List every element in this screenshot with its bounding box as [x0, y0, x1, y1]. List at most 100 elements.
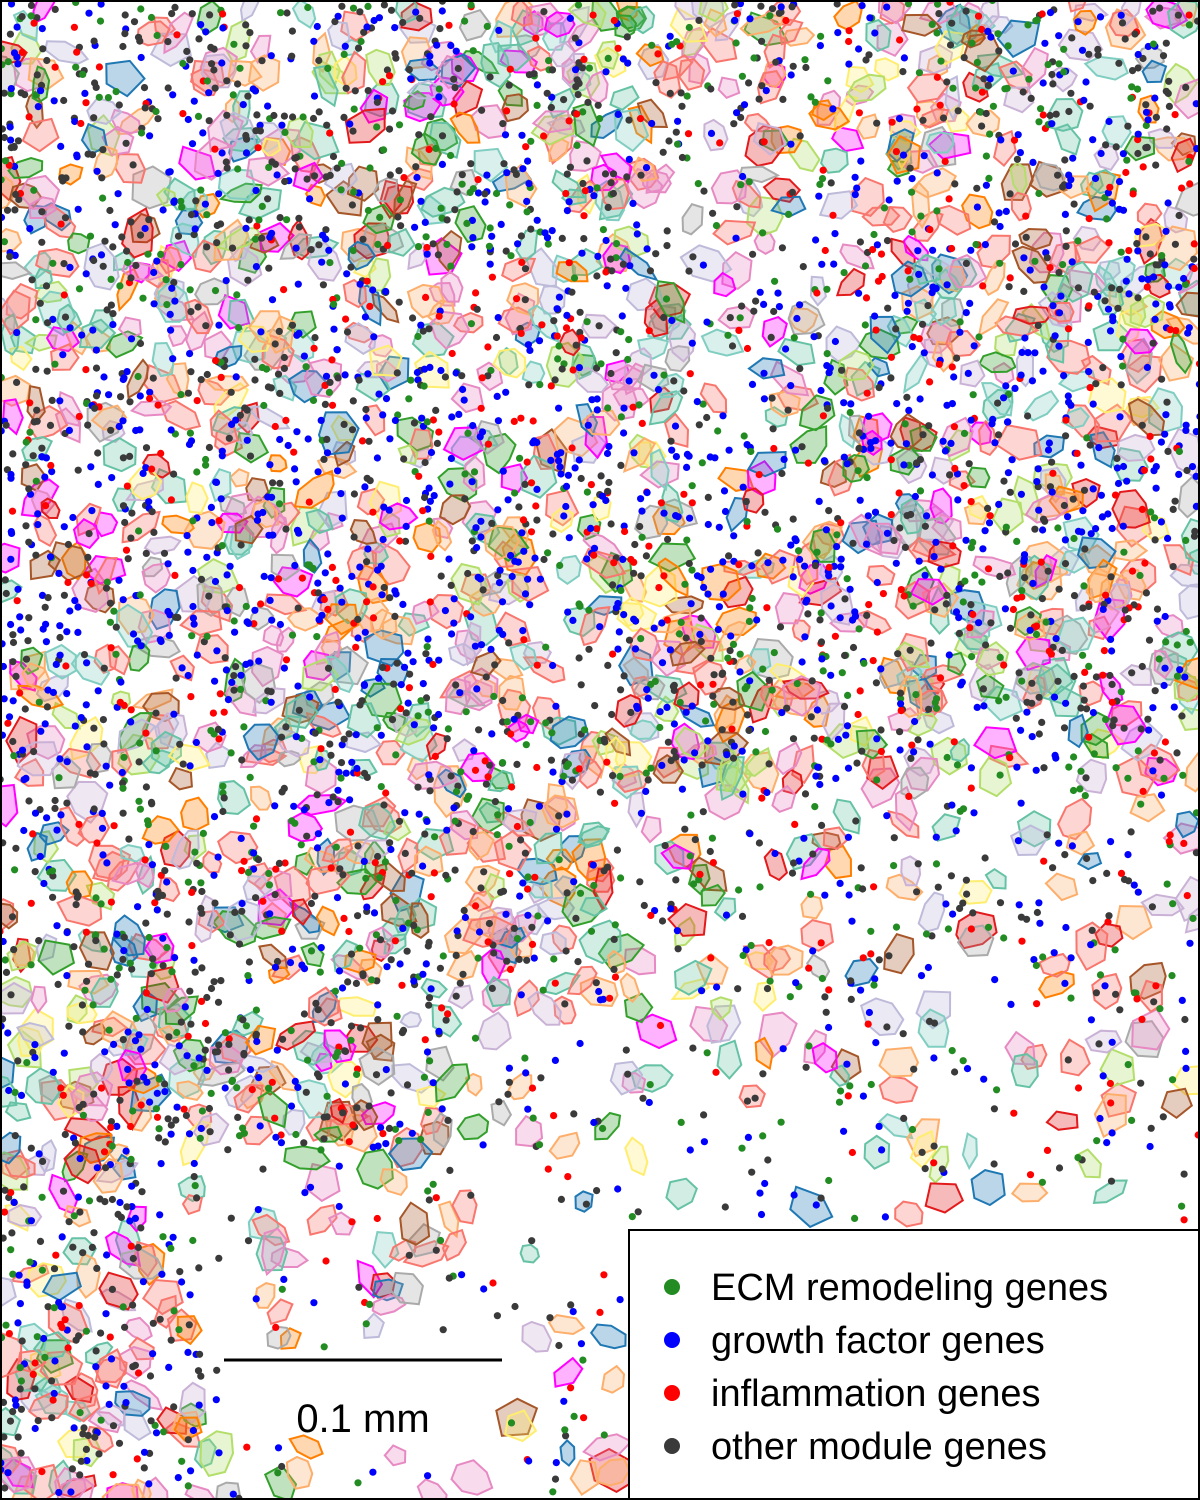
transcript-dot-other	[99, 262, 107, 270]
transcript-dot-growth	[1182, 1047, 1190, 1055]
transcript-dot-growth	[949, 910, 957, 918]
transcript-dot-growth	[1153, 617, 1161, 625]
transcript-dot-growth	[576, 1039, 584, 1048]
transcript-dot-growth	[1117, 353, 1125, 361]
transcript-dot-growth	[1078, 528, 1086, 536]
transcript-dot-other	[582, 1200, 591, 1208]
transcript-dot-ecm	[203, 211, 211, 219]
transcript-dot-inflammation	[332, 576, 340, 585]
transcript-dot-growth	[1004, 469, 1013, 477]
transcript-dot-other	[109, 1422, 118, 1430]
transcript-dot-ecm	[961, 577, 969, 585]
transcript-dot-ecm	[1059, 261, 1067, 269]
transcript-dot-growth	[57, 142, 65, 150]
transcript-dot-growth	[549, 768, 557, 776]
transcript-dot-other	[914, 736, 922, 744]
transcript-dot-ecm	[144, 250, 152, 258]
transcript-dot-growth	[430, 492, 438, 500]
transcript-dot-inflammation	[562, 324, 571, 332]
transcript-dot-ecm	[1103, 215, 1111, 223]
transcript-dot-growth	[69, 513, 77, 522]
transcript-dot-other	[853, 759, 861, 767]
transcript-dot-other	[540, 555, 548, 564]
cell-outline	[0, 1055, 16, 1090]
cell-outline	[902, 352, 929, 394]
transcript-dot-inflammation	[913, 105, 921, 113]
cell-outline	[971, 62, 1004, 91]
transcript-dot-other	[1011, 240, 1020, 248]
transcript-dot-growth	[995, 209, 1003, 217]
transcript-dot-other	[118, 233, 126, 241]
transcript-dot-growth	[834, 735, 843, 744]
transcript-dot-growth	[843, 460, 851, 468]
transcript-dot-ecm	[85, 1197, 94, 1205]
transcript-dot-growth	[153, 257, 161, 265]
transcript-dot-growth	[827, 671, 835, 679]
transcript-dot-other	[563, 170, 571, 178]
transcript-dot-growth	[916, 395, 924, 403]
transcript-dot-ecm	[675, 630, 684, 638]
transcript-dot-inflammation	[1033, 622, 1041, 630]
transcript-dot-ecm	[152, 107, 160, 116]
transcript-dot-growth	[1116, 413, 1124, 421]
transcript-dot-other	[288, 52, 296, 60]
cell-outline	[754, 552, 787, 580]
transcript-dot-growth	[866, 14, 874, 22]
transcript-dot-other	[149, 955, 157, 963]
transcript-dot-ecm	[464, 429, 472, 437]
transcript-dot-other	[246, 28, 254, 37]
cell-outline	[1165, 316, 1200, 345]
cell-outline	[574, 366, 610, 394]
transcript-dot-growth	[711, 454, 719, 462]
transcript-dot-ecm	[1123, 156, 1131, 164]
transcript-dot-other	[124, 555, 132, 563]
transcript-dot-other	[397, 222, 405, 230]
transcript-dot-other	[1035, 730, 1043, 738]
transcript-dot-other	[323, 121, 331, 129]
cell-outline	[978, 351, 1017, 374]
transcript-dot-growth	[654, 386, 663, 394]
transcript-dot-growth	[190, 620, 198, 628]
transcript-dot-other	[453, 188, 461, 196]
transcript-dot-growth	[782, 345, 790, 353]
transcript-dot-other	[918, 320, 927, 328]
transcript-dot-other	[288, 321, 297, 329]
transcript-dot-growth	[53, 826, 61, 834]
transcript-dot-growth	[535, 802, 544, 810]
transcript-dot-inflammation	[110, 822, 118, 830]
cell-outline	[882, 205, 913, 234]
transcript-dot-other	[326, 740, 334, 748]
transcript-dot-other	[808, 677, 816, 685]
transcript-dot-other	[168, 10, 176, 18]
transcript-dot-inflammation	[527, 479, 536, 487]
transcript-dot-other	[584, 98, 592, 106]
cell-outline	[678, 57, 706, 91]
transcript-dot-ecm	[168, 968, 176, 976]
transcript-dot-other	[930, 1019, 939, 1027]
cell-outline	[335, 996, 378, 1017]
transcript-dot-ecm	[681, 580, 689, 588]
cell-outline	[754, 1036, 774, 1071]
transcript-dot-growth	[252, 263, 260, 271]
transcript-dot-growth	[221, 1084, 229, 1092]
cell-outline	[1044, 335, 1065, 364]
transcript-dot-growth	[544, 917, 552, 925]
cell-outline	[501, 257, 537, 283]
transcript-dot-inflammation	[636, 115, 645, 123]
transcript-dot-inflammation	[70, 23, 78, 31]
transcript-dot-other	[252, 127, 260, 135]
transcript-dot-growth	[620, 429, 628, 437]
transcript-dot-other	[726, 647, 734, 655]
cell-outline	[1044, 872, 1079, 902]
transcript-dot-growth	[214, 169, 222, 177]
transcript-dot-inflammation	[1178, 184, 1186, 192]
transcript-dot-ecm	[521, 1054, 529, 1062]
transcript-dot-other	[887, 374, 895, 382]
transcript-dot-growth	[59, 351, 67, 359]
transcript-dot-inflammation	[1146, 432, 1154, 440]
transcript-dot-ecm	[933, 207, 941, 215]
transcript-dot-growth	[435, 656, 443, 664]
transcript-dot-growth	[1060, 372, 1068, 380]
transcript-dot-growth	[295, 329, 303, 337]
transcript-dot-ecm	[395, 121, 404, 129]
